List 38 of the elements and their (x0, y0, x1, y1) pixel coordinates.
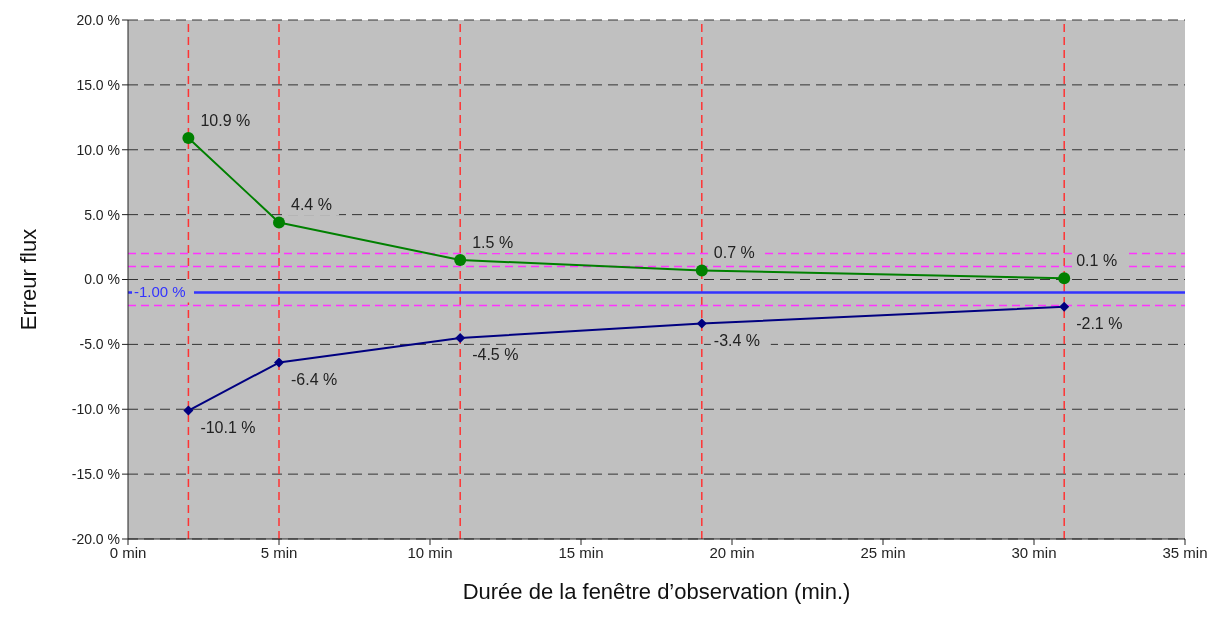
point (454, 254, 467, 267)
y-tick-label: 10.0 % (76, 141, 120, 158)
y-tick-label: -15.0 % (71, 466, 120, 483)
y-tick-label: 20.0 % (76, 11, 120, 28)
data-label: -6.4 % (291, 370, 338, 388)
data-label: 0.7 % (713, 244, 755, 262)
point (455, 332, 466, 343)
data-label: 10.9 % (200, 112, 251, 130)
data-label: -2.1 % (1076, 314, 1123, 332)
y-tick-label: -10.0 % (71, 401, 120, 418)
y-axis-title: Erreur flux (15, 228, 41, 331)
data-label: 4.4 % (291, 196, 332, 214)
point (183, 405, 194, 416)
x-tick-label: 35 min (1162, 543, 1208, 561)
data-label: -4.5 % (472, 345, 519, 363)
point (1058, 272, 1071, 285)
point (274, 357, 284, 368)
point (1059, 301, 1070, 312)
y-tick-label: 15.0 % (76, 76, 120, 93)
data-label: 0.1 % (1076, 252, 1118, 270)
x-tick-label: 25 min (860, 543, 906, 561)
x-tick-label: 10 min (407, 543, 453, 561)
x-tick-label: 30 min (1011, 543, 1057, 561)
point (273, 216, 285, 229)
x-axis-title: Durée de la fenêtre d’observation (min.) (462, 579, 851, 604)
x-tick-label: 5 min (260, 543, 298, 561)
y-tick-label: 5.0 % (84, 206, 120, 223)
ref-line-label: -1.00 % (134, 283, 186, 301)
point (695, 264, 708, 277)
x-tick-label: 20 min (709, 543, 755, 561)
y-tick-label: 0.0 % (84, 271, 120, 288)
point (696, 318, 707, 329)
data-label: -3.4 % (713, 331, 761, 349)
x-tick-label: 15 min (558, 543, 604, 561)
y-tick-label: -5.0 % (79, 336, 120, 353)
data-label: -10.1 % (200, 418, 256, 436)
data-label: 1.5 % (472, 234, 514, 252)
point (182, 132, 195, 145)
